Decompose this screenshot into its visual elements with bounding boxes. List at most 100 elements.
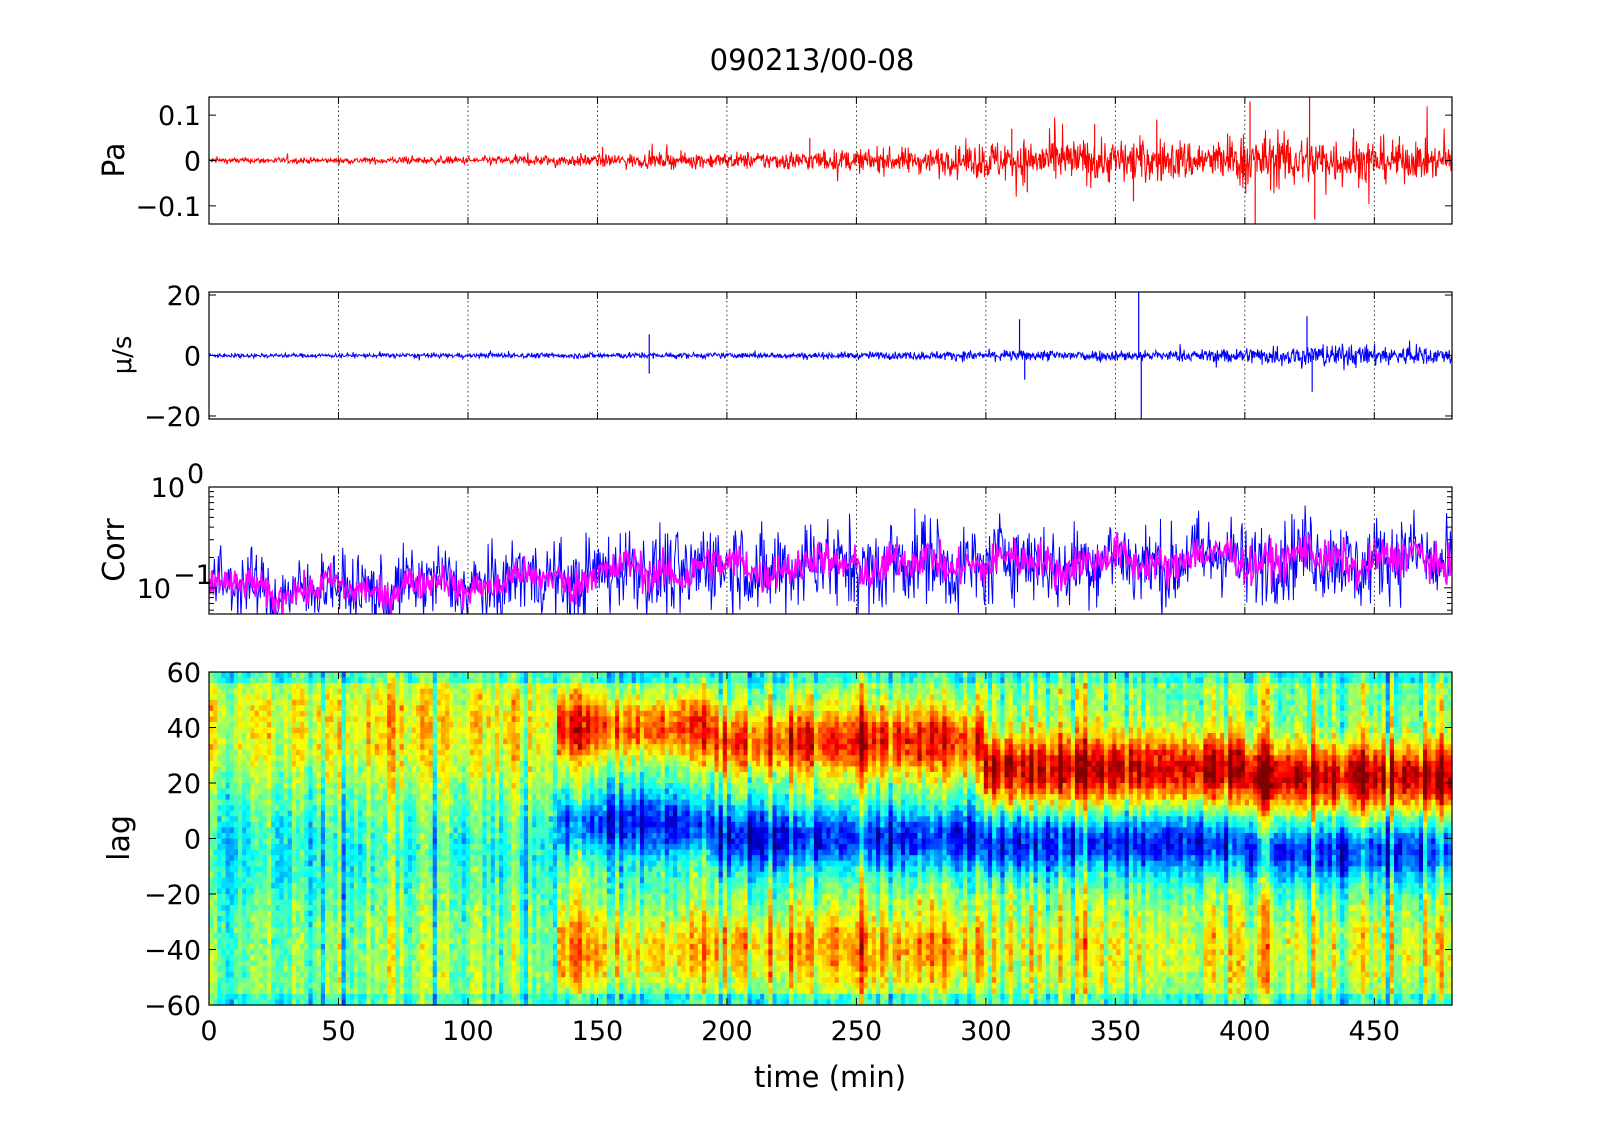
heatmap-cell — [378, 977, 384, 984]
heatmap-cell — [258, 744, 264, 751]
heatmap-cell — [362, 849, 368, 856]
heatmap-cell — [262, 838, 268, 845]
heatmap-cell — [345, 966, 351, 973]
heatmap-cell — [345, 866, 351, 873]
heatmap-cell — [217, 916, 223, 923]
heatmap-cell — [424, 882, 430, 890]
heatmap-cell — [374, 766, 380, 773]
heatmap-cell — [370, 810, 376, 817]
heatmap-cell — [436, 910, 442, 917]
heatmap-cell — [436, 694, 442, 701]
heatmap-cell — [511, 805, 517, 812]
heatmap-cell — [457, 988, 463, 995]
heatmap-cell — [395, 882, 401, 890]
heatmap-cell — [457, 821, 463, 828]
heatmap-cell — [378, 943, 384, 951]
heatmap-cell — [296, 838, 301, 845]
heatmap-cell — [457, 844, 463, 851]
heatmap-cell — [523, 871, 529, 878]
heatmap-cell — [225, 683, 231, 690]
heatmap-cell — [515, 871, 521, 878]
heatmap-cell — [221, 916, 227, 923]
heatmap-cell — [287, 821, 293, 828]
heatmap-cell — [242, 827, 247, 834]
heatmap-cell — [246, 805, 252, 812]
heatmap-cell — [271, 943, 276, 951]
heatmap-cell — [383, 771, 388, 779]
heatmap-cell — [507, 749, 513, 756]
heatmap-cell — [424, 832, 430, 840]
heatmap-cell — [378, 760, 384, 767]
heatmap-cell — [312, 721, 318, 729]
heatmap-cell — [291, 683, 297, 690]
heatmap-cell — [383, 749, 388, 756]
heatmap-cell — [358, 971, 363, 978]
heatmap-cell — [258, 816, 264, 823]
heatmap-cell — [470, 966, 475, 973]
heatmap-cell — [511, 683, 517, 690]
heatmap-cell — [229, 727, 235, 734]
heatmap-cell — [470, 855, 475, 862]
heatmap-cell — [279, 932, 285, 939]
pressure-y-ticks: 0.10−0.1 — [135, 101, 1452, 223]
heatmap-cell — [412, 794, 417, 801]
heatmap-cell — [436, 683, 442, 690]
heatmap-cell — [465, 949, 471, 956]
heatmap-cell — [233, 888, 239, 895]
heatmap-cell — [349, 832, 355, 840]
heatmap-cell — [507, 866, 513, 873]
heatmap-cell — [528, 838, 533, 845]
heatmap-cell — [333, 971, 339, 978]
heatmap-cell — [461, 838, 467, 845]
heatmap-cell — [387, 760, 392, 767]
heatmap-cell — [262, 877, 268, 884]
heatmap-cell — [354, 694, 359, 701]
heatmap-cell — [532, 888, 537, 895]
heatmap-cell — [254, 882, 260, 890]
heatmap-cell — [412, 777, 417, 784]
heatmap-cell — [246, 777, 252, 784]
heatmap-cell — [536, 821, 542, 828]
heatmap-cell — [279, 899, 285, 906]
heatmap-cell — [420, 932, 426, 939]
heatmap-cell — [490, 766, 496, 773]
heatmap-cell — [499, 771, 504, 779]
heatmap-cell — [304, 932, 310, 939]
heatmap-cell — [523, 955, 529, 962]
heatmap-cell — [362, 683, 368, 690]
heatmap-cell — [494, 949, 500, 956]
heatmap-cell — [320, 727, 326, 734]
heatmap-cell — [345, 955, 351, 962]
heatmap-cell — [209, 899, 214, 906]
heatmap-cell — [358, 710, 363, 717]
heatmap-cell — [329, 760, 334, 767]
heatmap-cell — [453, 810, 459, 817]
heatmap-cell — [312, 855, 318, 862]
heatmap-cell — [333, 683, 339, 690]
heatmap-cell — [213, 794, 218, 801]
heatmap-cell — [511, 838, 517, 845]
heatmap-cell — [217, 794, 223, 801]
heatmap-cell — [378, 938, 384, 945]
heatmap-cell — [465, 794, 471, 801]
heatmap-cell — [391, 788, 397, 795]
heatmap-cell — [275, 738, 281, 745]
heatmap-cell — [325, 749, 330, 756]
heatmap-cell — [209, 699, 214, 706]
heatmap-cell — [391, 688, 397, 695]
heatmap-cell — [296, 943, 301, 951]
heatmap-cell — [320, 771, 326, 779]
heatmap-cell — [441, 816, 446, 823]
heatmap-cell — [503, 755, 508, 762]
heatmap-cell — [499, 832, 504, 840]
heatmap-cell — [349, 894, 355, 901]
heatmap-cell — [358, 905, 363, 912]
heatmap-cell — [300, 943, 305, 951]
heatmap-cell — [432, 860, 438, 867]
heatmap-cell — [391, 816, 397, 823]
heatmap-cell — [511, 910, 517, 917]
heatmap-cell — [490, 866, 496, 873]
heatmap-cell — [296, 866, 301, 873]
heatmap-cell — [358, 821, 363, 828]
heatmap-cell — [333, 694, 339, 701]
